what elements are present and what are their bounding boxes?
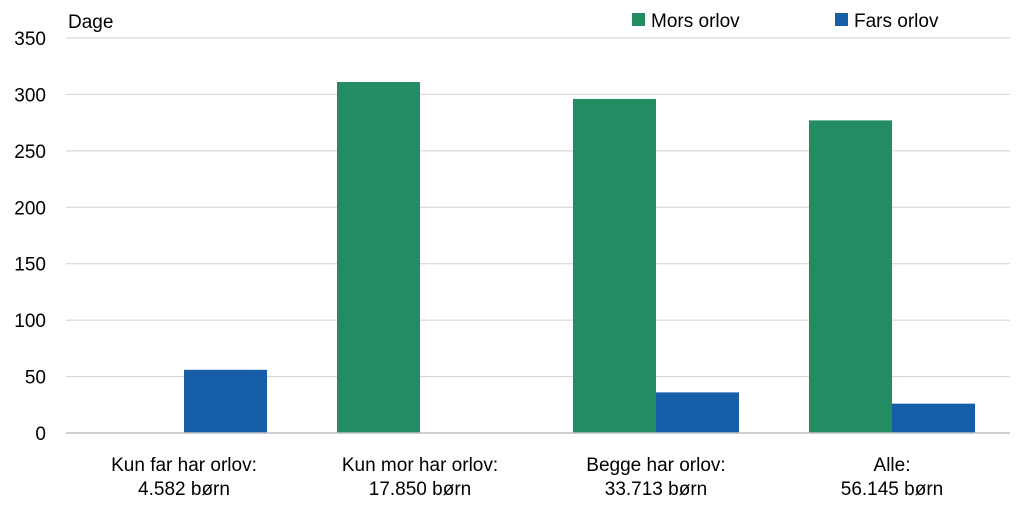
bar-fars-orlov: [184, 369, 267, 433]
gridlines: [66, 37, 1010, 378]
legend-swatch: [835, 13, 848, 26]
x-category-label: Alle:: [874, 455, 911, 476]
x-category-label: 4.582 børn: [138, 479, 230, 500]
x-category-label: Kun far har orlov:: [111, 455, 257, 476]
y-tick-label: 150: [14, 255, 46, 276]
legend-swatch: [632, 13, 645, 26]
x-axis-category-labels: Kun far har orlov: 4.582 børn Kun mor har …: [111, 455, 943, 500]
y-tick-label: 100: [14, 311, 46, 332]
legend-label: Fars orlov: [854, 11, 939, 32]
x-category-label: 33.713 børn: [605, 479, 707, 500]
y-tick-label: 350: [14, 29, 46, 50]
legend-label: Mors orlov: [651, 11, 740, 32]
x-category-label: Begge har orlov:: [586, 455, 725, 476]
bar-mors-orlov: [809, 120, 892, 433]
legend: Mors orlov Fars orlov: [632, 11, 939, 32]
y-tick-label: 50: [25, 368, 46, 389]
x-category-label: 56.145 børn: [841, 479, 943, 500]
bar-fars-orlov: [892, 403, 975, 433]
y-tick-label: 200: [14, 198, 46, 219]
y-tick-label: 250: [14, 142, 46, 163]
y-tick-label: 0: [35, 424, 46, 445]
x-category-label: Kun mor har orlov:: [342, 455, 498, 476]
bar-mors-orlov: [573, 98, 656, 433]
bar-mors-orlov: [337, 82, 420, 433]
bar-fars-orlov: [656, 392, 739, 433]
y-axis-unit-label: Dage: [68, 12, 113, 33]
y-tick-label: 300: [14, 85, 46, 106]
bars: [184, 82, 975, 433]
y-axis-tick-labels: 0 50 100 150 200 250 300 350: [14, 29, 46, 445]
x-category-label: 17.850 børn: [369, 479, 471, 500]
